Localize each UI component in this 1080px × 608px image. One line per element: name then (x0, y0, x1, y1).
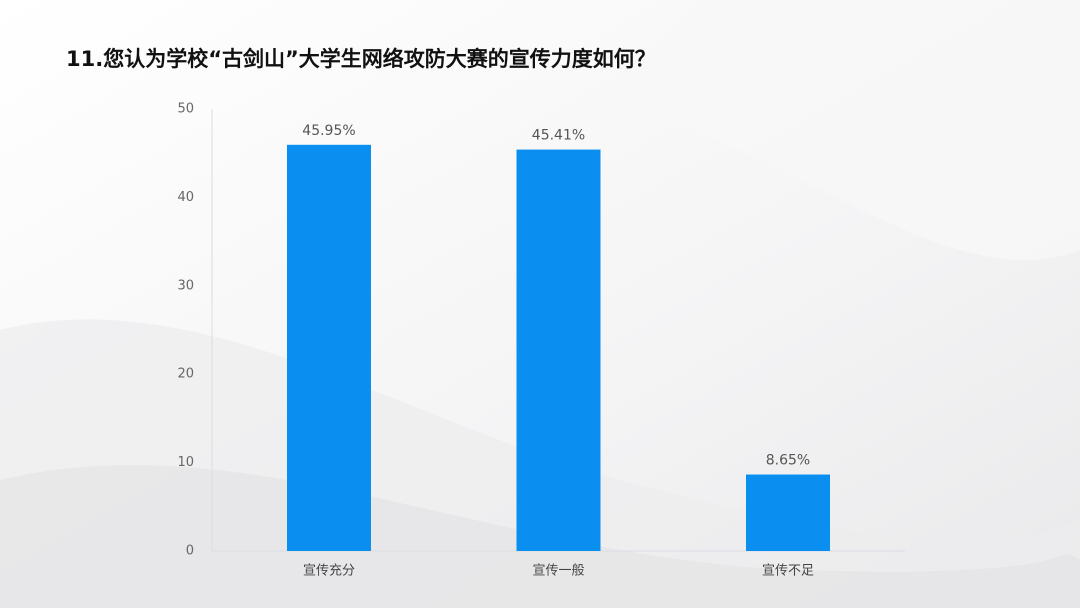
value-label: 8.65% (766, 453, 810, 469)
y-tick-label: 30 (177, 278, 194, 293)
y-tick-label: 10 (177, 455, 194, 470)
y-tick-label: 20 (177, 367, 194, 382)
bar (287, 144, 371, 551)
x-tick-label: 宣传充分 (303, 563, 355, 579)
bar (746, 474, 830, 551)
y-tick-label: 0 (186, 544, 194, 559)
chart-title: 11.您认为学校“古剑山”大学生网络攻防大赛的宣传力度如何？ (66, 47, 656, 71)
x-tick-label: 宣传不足 (762, 563, 814, 579)
value-label: 45.41% (532, 128, 585, 144)
x-tick-label: 宣传一般 (532, 563, 584, 579)
background-wave (600, 0, 1080, 261)
bar (516, 149, 601, 551)
y-tick-label: 50 (177, 102, 194, 117)
y-tick-label: 40 (177, 190, 194, 205)
value-label: 45.95% (302, 123, 355, 139)
